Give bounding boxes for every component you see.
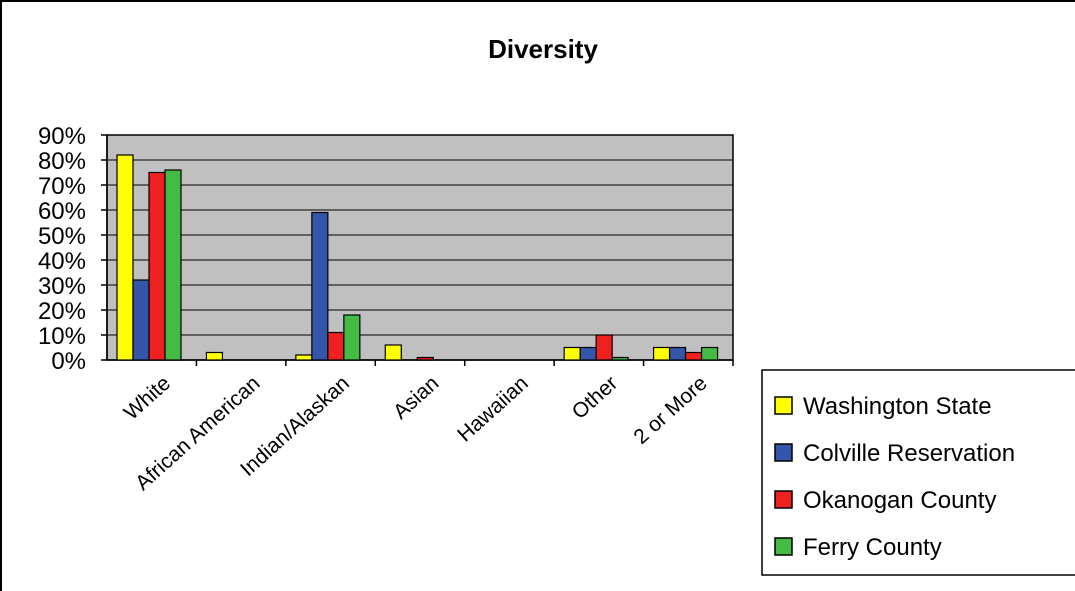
bar-okanogan-county-2-or-more xyxy=(684,351,703,361)
bar-colville-reservation-other xyxy=(579,346,597,361)
bar-ferry-county-other xyxy=(611,356,629,361)
y-tick-label: 10% xyxy=(38,323,86,350)
legend-label: Colville Reservation xyxy=(803,440,1015,467)
legend-label: Ferry County xyxy=(803,534,942,561)
bar-colville-reservation-2-or-more xyxy=(668,346,687,361)
bar-colville-reservation-indian-alaskan xyxy=(311,211,329,361)
plot-area xyxy=(106,134,734,361)
legend-box xyxy=(761,369,1075,576)
legend-swatch xyxy=(774,537,793,556)
bar-okanogan-county-other xyxy=(595,334,613,361)
x-tick-label: 2 or More xyxy=(629,372,711,449)
legend-swatch xyxy=(774,490,793,509)
bar-ferry-county-white xyxy=(164,169,182,361)
bar-washington-state-2-or-more xyxy=(652,346,671,361)
bar-okanogan-county-white xyxy=(148,171,166,361)
legend-label: Okanogan County xyxy=(803,487,996,514)
y-tick-label: 90% xyxy=(38,123,86,150)
y-tick-label: 30% xyxy=(38,273,86,300)
legend-label: Washington State xyxy=(803,393,992,420)
y-tick-label: 20% xyxy=(38,298,86,325)
chart-title: Diversity xyxy=(488,34,598,64)
legend-swatch xyxy=(774,443,793,462)
bar-okanogan-county-indian-alaskan xyxy=(327,331,345,361)
bar-washington-state-african-american xyxy=(205,351,224,361)
x-tick-label: Asian xyxy=(389,372,443,424)
y-tick-label: 70% xyxy=(38,173,86,200)
x-tick-label: Hawaiian xyxy=(453,372,533,447)
bar-washington-state-asian xyxy=(384,344,402,361)
bar-washington-state-indian-alaskan xyxy=(295,354,313,361)
bar-ferry-county-indian-alaskan xyxy=(343,314,361,361)
bar-washington-state-white xyxy=(116,154,134,361)
legend-swatch xyxy=(774,396,793,415)
bar-ferry-county-2-or-more xyxy=(700,346,719,361)
bar-washington-state-other xyxy=(563,346,581,361)
y-tick-label: 60% xyxy=(38,198,86,225)
bar-colville-reservation-white xyxy=(132,279,150,361)
x-tick-label: White xyxy=(120,372,175,425)
y-tick-label: 50% xyxy=(38,223,86,250)
y-tick-label: 40% xyxy=(38,248,86,275)
y-tick-label: 80% xyxy=(38,148,86,175)
bar-okanogan-county-asian xyxy=(416,356,434,361)
y-tick-label: 0% xyxy=(51,348,86,375)
x-tick-label: Other xyxy=(568,372,622,424)
